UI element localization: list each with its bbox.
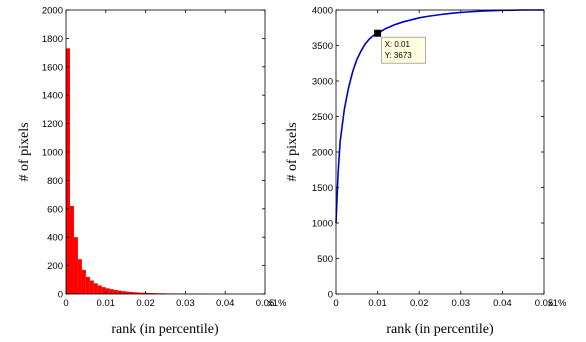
x-tick-label: 0.03 bbox=[176, 298, 195, 309]
histogram-bar bbox=[153, 293, 158, 294]
histogram-bar bbox=[105, 288, 110, 294]
x-tick-label: 0.03 bbox=[452, 298, 471, 309]
x-tick-label: 0.05 bbox=[535, 298, 554, 309]
histogram-bar bbox=[85, 276, 90, 294]
y-tick-label: 1000 bbox=[312, 219, 333, 230]
histogram-bar bbox=[141, 292, 146, 294]
x-axis-label: rank (in percentile) bbox=[386, 322, 494, 337]
data-tip-x: X: 0.01 bbox=[385, 40, 411, 49]
y-tick-label: 500 bbox=[317, 254, 333, 265]
data-tip[interactable]: X: 0.01 Y: 3673 bbox=[374, 29, 427, 64]
x-unit-suffix: x1% bbox=[548, 298, 567, 309]
x-tick-label: 0.02 bbox=[136, 298, 155, 309]
y-tick-label: 1200 bbox=[42, 119, 63, 130]
x-unit-suffix: x1% bbox=[268, 298, 287, 309]
x-tick-label: 0.01 bbox=[368, 298, 387, 309]
histogram-bar bbox=[145, 292, 150, 294]
axes-group: 0 0.01 0.02 0.03 0.04 0.05 0 500 1000 1500 2000 250… bbox=[312, 6, 553, 310]
data-tip-marker bbox=[374, 29, 382, 37]
y-tick-label: 3000 bbox=[312, 77, 333, 88]
y-tick-label: 600 bbox=[47, 204, 63, 215]
histogram-bar bbox=[101, 287, 106, 294]
x-axis-label: rank (in percentile) bbox=[111, 322, 219, 337]
x-tick-label: 0.01 bbox=[97, 298, 116, 309]
histogram-bar bbox=[137, 292, 142, 294]
histogram-bar bbox=[81, 269, 86, 294]
y-tick-label: 1600 bbox=[42, 62, 63, 73]
y-axis-label: # of pixels bbox=[285, 122, 300, 181]
y-tick-label: 0 bbox=[58, 290, 63, 301]
histogram-bar bbox=[113, 290, 118, 294]
histogram-bar bbox=[149, 293, 154, 294]
histogram-bar bbox=[129, 292, 134, 294]
y-axis-label: # of pixels bbox=[17, 122, 32, 181]
y-tick-label: 200 bbox=[47, 261, 63, 272]
y-tick-label: 3500 bbox=[312, 41, 333, 52]
y-tick-label: 2500 bbox=[312, 112, 333, 123]
x-tick-label: 0 bbox=[333, 298, 338, 309]
histogram-chart: 0 0.01 0.02 0.03 0.04 0.05 0 200 400 600 800 1000 12… bbox=[17, 6, 287, 338]
y-tick-label: 4000 bbox=[312, 6, 333, 17]
x-tick-label: 0.04 bbox=[493, 298, 512, 309]
series-line bbox=[335, 9, 544, 224]
y-tick-label: 1000 bbox=[42, 148, 63, 159]
y-tick-label: 1800 bbox=[42, 34, 63, 45]
y-tick-label: 800 bbox=[47, 176, 63, 187]
histogram-bar bbox=[66, 48, 70, 295]
x-tick-label: 0.05 bbox=[256, 298, 275, 309]
y-tick-label: 1400 bbox=[42, 91, 63, 102]
data-tip-y: Y: 3673 bbox=[385, 51, 413, 60]
histogram-bar bbox=[97, 285, 102, 294]
y-tick-label: 2000 bbox=[42, 6, 63, 17]
x-tick-label: 0.02 bbox=[410, 298, 429, 309]
y-tick-label: 2000 bbox=[312, 148, 333, 159]
histogram-bar bbox=[69, 205, 74, 294]
cumulative-chart: 0 0.01 0.02 0.03 0.04 0.05 0 500 1000 1500 2000 250… bbox=[285, 6, 567, 338]
plot-area bbox=[336, 10, 544, 294]
axes-group: 0 0.01 0.02 0.03 0.04 0.05 0 200 400 600 800 1000 12… bbox=[42, 6, 274, 310]
histogram-bar bbox=[77, 259, 82, 294]
plot-area bbox=[66, 10, 265, 294]
x-tick-label: 0 bbox=[63, 298, 68, 309]
histogram-bar bbox=[121, 291, 126, 294]
data-tip-box bbox=[381, 36, 427, 64]
histogram-bar bbox=[93, 283, 98, 294]
histogram-bar bbox=[117, 290, 122, 294]
y-tick-label: 400 bbox=[47, 233, 63, 244]
histogram-bar bbox=[89, 280, 94, 294]
histogram-bar bbox=[133, 292, 138, 294]
y-tick-label: 1500 bbox=[312, 183, 333, 194]
x-tick-label: 0.04 bbox=[216, 298, 235, 309]
histogram-bar bbox=[73, 237, 78, 294]
histogram-bar bbox=[125, 291, 130, 294]
y-tick-label: 0 bbox=[328, 290, 333, 301]
histogram-bar bbox=[109, 289, 114, 294]
